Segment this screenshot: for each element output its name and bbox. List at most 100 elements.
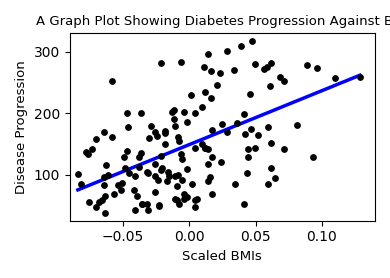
Point — [205, 51, 211, 56]
Point — [255, 133, 261, 138]
Point — [162, 129, 168, 133]
Point — [148, 124, 154, 128]
Point — [223, 48, 230, 53]
Point — [99, 198, 105, 202]
Point — [144, 170, 150, 174]
Point — [96, 200, 103, 205]
X-axis label: Scaled BMIs: Scaled BMIs — [183, 250, 262, 263]
Point — [122, 166, 128, 170]
Point — [249, 39, 255, 44]
Point — [172, 124, 178, 128]
Point — [314, 66, 320, 70]
Point — [175, 172, 181, 177]
Point — [101, 175, 107, 179]
Point — [170, 107, 177, 112]
Point — [205, 161, 211, 166]
Point — [264, 65, 270, 69]
Point — [162, 131, 168, 135]
Point — [242, 132, 248, 136]
Point — [181, 110, 187, 114]
Point — [158, 153, 164, 158]
Point — [245, 155, 251, 159]
Point — [123, 111, 129, 115]
Point — [232, 182, 238, 187]
Y-axis label: Disease Progression: Disease Progression — [15, 60, 28, 194]
Point — [93, 204, 99, 209]
Point — [123, 149, 129, 153]
Point — [153, 134, 160, 138]
Point — [334, 28, 340, 32]
Point — [138, 111, 144, 115]
Point — [231, 68, 237, 73]
Point — [248, 127, 254, 131]
Point — [178, 60, 184, 64]
Point — [281, 147, 287, 152]
Point — [174, 198, 180, 202]
Point — [192, 204, 199, 209]
Point — [202, 90, 208, 94]
Point — [105, 173, 111, 177]
Point — [169, 110, 176, 114]
Point — [139, 201, 145, 206]
Point — [252, 62, 259, 66]
Point — [214, 83, 220, 87]
Point — [139, 202, 145, 206]
Point — [132, 208, 138, 212]
Point — [158, 168, 164, 173]
Point — [252, 145, 259, 150]
Point — [176, 202, 183, 206]
Point — [152, 190, 158, 195]
Point — [268, 166, 274, 171]
Point — [133, 194, 140, 198]
Point — [83, 150, 90, 154]
Point — [192, 145, 199, 150]
Point — [179, 157, 186, 161]
Point — [277, 75, 283, 79]
Point — [192, 198, 199, 202]
Point — [219, 122, 225, 126]
Point — [202, 145, 208, 150]
Point — [176, 139, 183, 143]
Point — [304, 63, 310, 67]
Point — [199, 105, 206, 109]
Title: A Graph Plot Showing Diabetes Progression Against BMI: A Graph Plot Showing Diabetes Progressio… — [36, 15, 390, 28]
Point — [199, 142, 206, 146]
Point — [352, 24, 358, 29]
Point — [172, 174, 178, 179]
Point — [209, 128, 216, 132]
Point — [101, 183, 107, 187]
Point — [121, 155, 127, 160]
Point — [101, 130, 107, 134]
Point — [102, 194, 108, 198]
Point — [246, 91, 253, 96]
Point — [145, 208, 151, 212]
Point — [145, 171, 151, 176]
Point — [209, 155, 216, 160]
Point — [216, 71, 223, 76]
Point — [146, 136, 152, 140]
Point — [184, 120, 190, 125]
Point — [241, 202, 247, 206]
Point — [156, 204, 163, 208]
Point — [332, 75, 339, 80]
Point — [75, 172, 81, 176]
Point — [179, 177, 186, 182]
Point — [102, 211, 108, 215]
Point — [208, 69, 214, 74]
Point — [131, 188, 137, 192]
Point — [125, 125, 131, 129]
Point — [174, 184, 180, 188]
Point — [234, 121, 240, 125]
Point — [223, 130, 230, 134]
Point — [245, 147, 251, 152]
Point — [294, 123, 300, 128]
Point — [170, 117, 177, 121]
Point — [118, 188, 124, 192]
Point — [152, 174, 158, 178]
Point — [205, 178, 211, 183]
Point — [85, 152, 91, 156]
Point — [189, 182, 195, 186]
Point — [172, 196, 178, 201]
Point — [165, 170, 171, 174]
Point — [356, 75, 363, 79]
